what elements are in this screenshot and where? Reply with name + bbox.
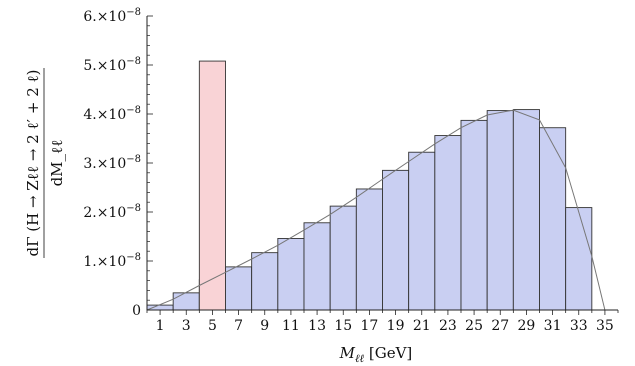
y-tick-label: 6.×10−8 (83, 7, 141, 25)
bar-red-0 (198, 60, 226, 311)
x-tick-label: 21 (413, 318, 431, 334)
x-tick-label: 35 (596, 318, 614, 334)
bar-blue-9 (382, 169, 410, 311)
x-tick-label: 19 (387, 318, 405, 334)
bar-blue-3 (225, 266, 253, 311)
x-tick-label: 25 (465, 318, 483, 334)
bar-blue-8 (355, 188, 383, 311)
bar-blue-4 (251, 252, 279, 311)
x-tick-label: 33 (570, 318, 588, 334)
x-tick-label: 1 (156, 318, 165, 334)
bar-blue-14 (512, 109, 540, 311)
x-tick-label: 3 (182, 318, 191, 334)
fit-curve (146, 109, 606, 311)
x-tick-label: 7 (234, 318, 243, 334)
x-tick-label: 11 (282, 318, 300, 334)
x-axis-label: Mℓℓ [GeV] (339, 344, 413, 365)
x-tick-label: 31 (544, 318, 562, 334)
bar-blue-7 (329, 205, 357, 311)
axes (146, 15, 619, 315)
y-tick-label: 3.×10−8 (83, 154, 141, 172)
y-tick-label: 5.×10−8 (83, 56, 141, 74)
y-tick-labels: 0 1.×10−8 2.×10−8 3.×10−8 4.×10−8 5.×10−8 6.×1… (83, 7, 141, 319)
x-tick-label: 27 (491, 318, 509, 334)
fit-curve-group (146, 109, 606, 311)
x-tick-label: 17 (361, 318, 379, 334)
bar-blue-1 (172, 292, 200, 311)
blue-bars (146, 109, 593, 311)
x-tick-label: 29 (518, 318, 536, 334)
x-tick-label: 23 (439, 318, 457, 334)
bar-blue-12 (460, 119, 488, 311)
y-tick-label: 2.×10−8 (83, 203, 141, 221)
axis-labels: Mℓℓ [GeV] dΓ (H → Zℓℓ → 2 ℓ′ + 2 ℓ) dM_ℓℓ (24, 68, 412, 365)
x-tick-label: 13 (308, 318, 326, 334)
bar-blue-6 (303, 222, 331, 311)
x-tick-label: 15 (334, 318, 352, 334)
x-tick-labels: 1 3 5 7 9 11 13 15 17 19 21 23 25 27 29 31 33 35 (156, 318, 614, 334)
y-tick-label: 0 (132, 303, 141, 319)
bar-blue-13 (486, 110, 514, 311)
bar-blue-0 (146, 304, 174, 311)
bar-blue-16 (565, 207, 593, 311)
y-axis-label: dΓ (H → Zℓℓ → 2 ℓ′ + 2 ℓ) dM_ℓℓ (24, 68, 66, 258)
x-tick-label: 9 (260, 318, 269, 334)
y-label-numerator: dΓ (H → Zℓℓ → 2 ℓ′ + 2 ℓ) (24, 69, 42, 256)
x-tick-label: 5 (208, 318, 217, 334)
y-tick-label: 1.×10−8 (83, 252, 141, 270)
bar-blue-11 (434, 135, 462, 311)
bar-blue-5 (277, 238, 305, 311)
bar-blue-15 (539, 127, 567, 311)
red-bars (198, 60, 226, 311)
y-label-denominator: dM_ℓℓ (48, 140, 66, 187)
bar-blue-10 (408, 151, 436, 311)
y-tick-label: 4.×10−8 (83, 105, 141, 123)
